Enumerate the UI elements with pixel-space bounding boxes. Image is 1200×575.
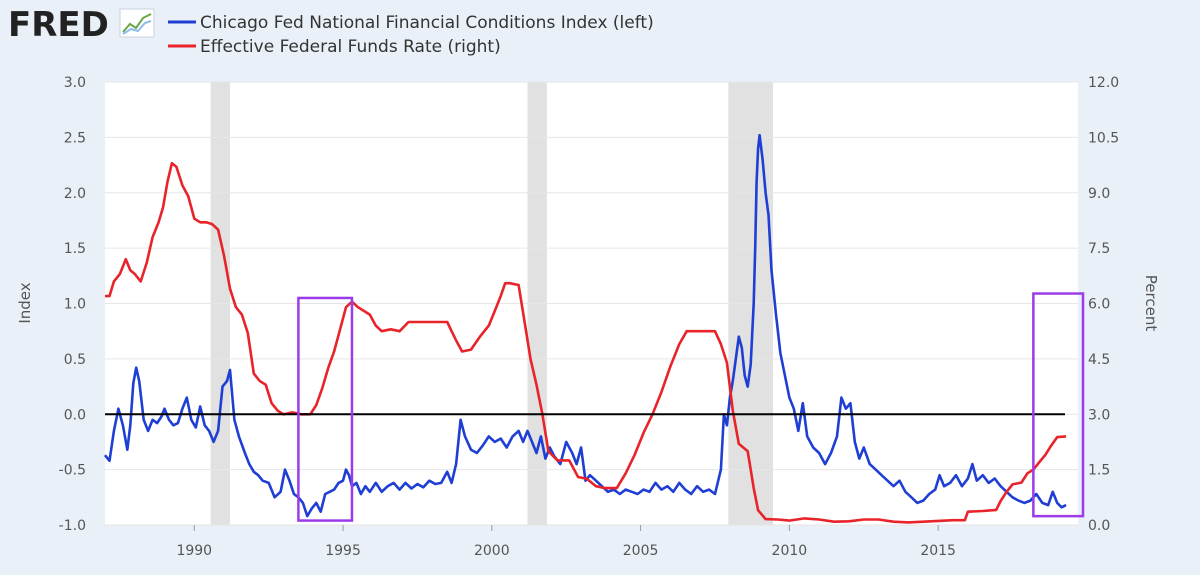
right-tick-label: 1.5	[1088, 463, 1110, 479]
ccfci-line	[103, 133, 1067, 518]
right-tick-label: 7.5	[1088, 241, 1110, 257]
line-chart-icon	[119, 8, 155, 38]
right-tick-label: 9.0	[1088, 186, 1110, 202]
right-axis: 0.0 1.5 3.0 4.5 6.0 7.5 9.0 10.5 12.0	[1088, 75, 1119, 534]
x-axis: 1990 1995 2000 2005 2010 2015	[176, 525, 956, 559]
left-tick-label: 2.5	[64, 130, 86, 146]
left-tick-label: 3.0	[64, 75, 86, 91]
left-axis: -1.0 -0.5 0.0 0.5 1.0 1.5 2.0 2.5 3.0	[59, 75, 86, 534]
right-tick-label: 12.0	[1088, 75, 1119, 91]
series-lines	[103, 133, 1067, 524]
x-tick-label: 2015	[920, 543, 956, 559]
legend-label-fedfunds: Effective Federal Funds Rate (right)	[200, 37, 501, 57]
x-tick-label: 2005	[623, 543, 659, 559]
left-tick-label: 1.5	[64, 241, 86, 257]
legend: Chicago Fed National Financial Condition…	[168, 13, 654, 57]
y-axis-right-title: Percent	[1142, 275, 1160, 332]
right-tick-label: 10.5	[1088, 130, 1119, 146]
left-tick-label: -0.5	[59, 463, 86, 479]
x-tick-label: 1990	[176, 543, 212, 559]
left-tick-label: 0.5	[64, 352, 86, 368]
left-tick-label: -1.0	[59, 518, 86, 534]
x-tick-label: 2010	[772, 543, 808, 559]
right-tick-label: 6.0	[1088, 297, 1110, 313]
annotation-boxes	[297, 292, 1085, 522]
fred-logo-text: FRED	[8, 5, 109, 45]
fedfunds-line	[105, 161, 1067, 524]
annotation-box	[297, 296, 354, 522]
legend-label-ccfci: Chicago Fed National Financial Condition…	[200, 13, 654, 33]
left-tick-label: 2.0	[64, 186, 86, 202]
y-axis-left-title: Index	[16, 282, 34, 323]
x-tick-label: 1995	[325, 543, 361, 559]
left-tick-label: 0.0	[64, 407, 86, 423]
x-tick-label: 2000	[474, 543, 510, 559]
right-tick-label: 0.0	[1088, 518, 1110, 534]
right-tick-label: 3.0	[1088, 407, 1110, 423]
right-tick-label: 4.5	[1088, 352, 1110, 368]
annotation-box	[1032, 292, 1085, 518]
left-tick-label: 1.0	[64, 297, 86, 313]
